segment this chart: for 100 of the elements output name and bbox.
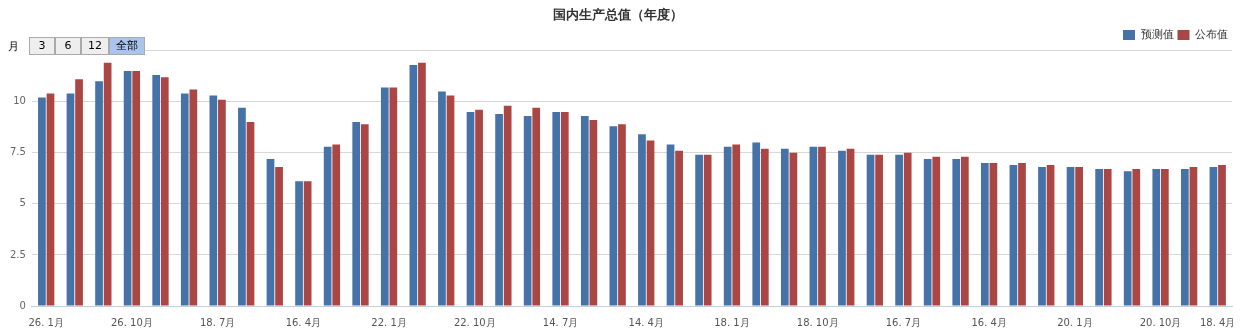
y-tick-label: 5 — [19, 197, 26, 209]
bar — [789, 152, 798, 306]
bar — [418, 62, 426, 306]
bar — [809, 146, 818, 306]
y-tick-label: 0 — [19, 299, 26, 311]
bar — [846, 148, 855, 306]
bar — [38, 97, 46, 306]
bar — [560, 111, 569, 306]
bar — [1009, 165, 1018, 306]
bar — [1152, 169, 1161, 306]
bar — [923, 158, 932, 306]
x-tick-label: 16. 7月 — [885, 316, 922, 328]
x-tick-label: 16. 4月 — [971, 316, 1007, 328]
annotation: 3 — [29, 37, 55, 55]
x-tick-label: 22. 1月 — [371, 316, 407, 328]
bar — [752, 142, 761, 306]
bar — [160, 77, 169, 306]
bar — [466, 111, 475, 306]
bar — [523, 115, 532, 306]
bar — [666, 144, 675, 306]
bar — [895, 154, 903, 306]
bar — [66, 93, 75, 306]
bar — [389, 87, 398, 306]
bar — [132, 71, 141, 306]
bar — [1018, 162, 1026, 306]
bar — [380, 87, 389, 306]
x-tick-label: 18. 10月 — [796, 316, 839, 328]
annotation: 12 — [81, 37, 109, 55]
legend-label: 公布值 — [1195, 27, 1228, 41]
bar — [866, 154, 875, 306]
bar — [409, 64, 418, 306]
bar — [1075, 167, 1083, 306]
bar — [903, 152, 912, 306]
annotation: 6 — [55, 37, 81, 55]
bar — [152, 75, 161, 306]
text: 月 — [8, 38, 19, 54]
bar — [238, 107, 246, 306]
bar — [75, 79, 83, 306]
bar — [1160, 169, 1169, 306]
bar — [438, 91, 446, 306]
bar — [246, 122, 255, 306]
bar — [932, 156, 941, 306]
bar — [780, 148, 789, 306]
bar — [103, 62, 112, 306]
bar — [838, 150, 846, 306]
x-tick-label: 16. 4月 — [285, 316, 322, 328]
bar — [1066, 167, 1075, 306]
x-tick-label: 18. 4月 — [1199, 316, 1236, 328]
bar — [275, 167, 283, 306]
bar — [266, 158, 275, 306]
bar — [189, 89, 198, 306]
bar — [446, 95, 455, 306]
x-tick-label: 18. 7月 — [199, 316, 236, 328]
bar — [209, 95, 218, 306]
bar — [1181, 169, 1189, 306]
bar — [875, 154, 883, 306]
bar — [646, 140, 655, 306]
bar — [618, 124, 626, 306]
y-tick-label: 10 — [13, 95, 26, 107]
bar — [580, 115, 589, 306]
bar — [503, 105, 512, 306]
x-tick-label: 20. 1月 — [1057, 316, 1093, 328]
bar — [1123, 171, 1132, 306]
y-tick-label: 7.5 — [10, 146, 26, 158]
bar — [609, 126, 618, 306]
x-tick-label: 26. 1月 — [28, 316, 64, 328]
bar — [695, 154, 703, 306]
x-tick-label: 14. 4月 — [628, 316, 664, 328]
x-tick-label: 20. 10月 — [1139, 316, 1182, 328]
bar — [218, 99, 226, 306]
bar — [980, 162, 989, 306]
bar — [475, 109, 483, 306]
bar — [46, 93, 55, 306]
bar — [760, 148, 769, 306]
bar — [495, 113, 503, 306]
bar — [1038, 167, 1046, 306]
bar — [952, 158, 961, 306]
bar — [1209, 167, 1218, 306]
bar — [638, 134, 646, 306]
bar — [723, 146, 732, 306]
bar — [332, 144, 341, 306]
x-tick-label: 18. 1月 — [714, 316, 750, 328]
bar — [1132, 169, 1141, 306]
bar — [95, 81, 103, 306]
bar — [352, 122, 361, 306]
bar — [552, 111, 561, 306]
bar — [589, 120, 598, 306]
bar — [1189, 167, 1198, 306]
bar — [960, 156, 969, 306]
x-tick-label: 26. 10月 — [111, 316, 153, 328]
bar — [675, 150, 683, 306]
chart-title: 国内生产总值（年度） — [553, 7, 683, 23]
bar — [1095, 169, 1103, 306]
bar — [1103, 169, 1112, 306]
bar — [532, 107, 541, 306]
bar — [360, 124, 369, 306]
annotation: 全部 — [109, 37, 145, 55]
bar — [180, 93, 189, 306]
legend-label: 预测值 — [1140, 27, 1174, 41]
bar — [732, 144, 741, 306]
